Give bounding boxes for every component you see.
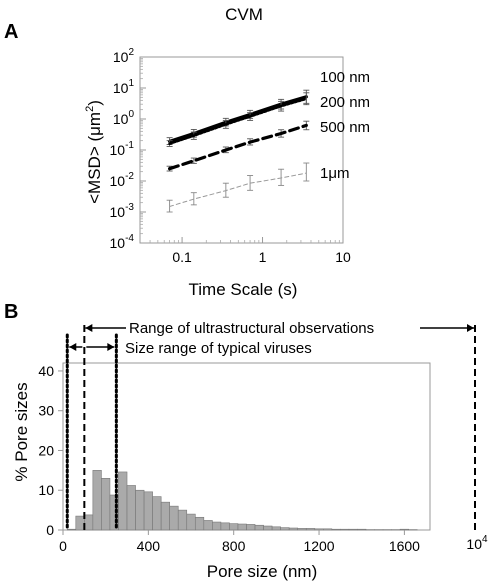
histogram-bar [229, 523, 239, 531]
histogram-bars [66, 470, 418, 531]
observation-range-label: Range of ultrastructural observations [129, 320, 374, 337]
msd-y-axis-label: <MSD> (μm2) [84, 100, 104, 204]
histogram-bar [331, 528, 341, 531]
series-line [169, 172, 307, 207]
histogram-bar [237, 523, 247, 531]
y-tick-label: 101 [113, 78, 135, 96]
x-tick-label: 1600 [389, 538, 420, 554]
msd-plot-frame [139, 56, 344, 244]
histogram-bar [212, 521, 222, 531]
histogram-bar [92, 470, 102, 531]
histogram-y-axis-label: % Pore sizes [12, 382, 31, 481]
histogram-bar [280, 527, 290, 531]
y-tick-label: 10 [38, 482, 54, 498]
observation-arrow-head-left [85, 324, 93, 332]
histogram-bar [152, 496, 162, 531]
histogram-bar [246, 524, 256, 531]
panel-b-pore-histogram: B 0 10 20 30 40 0 400 800 1200 1600 104 Range of … [4, 301, 488, 581]
histogram-bar [118, 471, 128, 531]
msd-x-ticks: 0.1 1 10 [149, 237, 351, 265]
panel-b-letter: B [4, 301, 18, 323]
x-tick-label: 800 [222, 538, 246, 554]
x-tick-label: 0 [59, 538, 67, 554]
y-tick-label: 100 [113, 109, 135, 127]
msd-y-ticks: 102 101 100 10-1 10-2 10-3 10-4 [110, 47, 146, 251]
msd-x-axis-label: Time Scale (s) [189, 280, 298, 299]
x-break-tick-label: 104 [466, 534, 488, 552]
histogram-bar [305, 528, 316, 531]
y-tick-label: 10-4 [110, 233, 135, 251]
histogram-bar [203, 520, 213, 531]
histogram-bar [143, 491, 153, 531]
histogram-bar [348, 528, 358, 531]
histogram-bar [194, 516, 205, 531]
histogram-bar [66, 528, 77, 531]
series-4: 1μm [166, 162, 349, 213]
histogram-y-ticks: 0 10 20 30 40 [38, 363, 63, 538]
histogram-bar [399, 528, 409, 531]
virus-range-label: Size range of typical viruses [125, 340, 312, 357]
histogram-bar [297, 528, 307, 531]
histogram-bar [288, 527, 299, 531]
series-line [168, 95, 308, 143]
series-line [168, 123, 308, 171]
size-range-annotations: Range of ultrastructural observations Siz… [65, 320, 476, 532]
series-label: 1μm [320, 165, 349, 182]
series-2: 200 nm [166, 92, 370, 147]
x-tick-label: 1 [259, 249, 267, 265]
histogram-x-axis-label: Pore size (nm) [207, 562, 318, 581]
x-tick-label: 10 [335, 249, 351, 265]
series-label: 200 nm [320, 94, 370, 111]
histogram-bar [323, 528, 333, 531]
y-tick-label: 10-1 [110, 140, 135, 158]
histogram-bar [340, 528, 350, 531]
histogram-bar [126, 485, 136, 531]
series-label: 100 nm [320, 69, 370, 86]
histogram-bar [177, 509, 188, 531]
virus-arrow-head-right [107, 343, 115, 351]
histogram-bar [101, 478, 111, 531]
series-3: 500 nm [166, 119, 370, 172]
histogram-bar [84, 514, 94, 531]
y-tick-label: 40 [38, 363, 54, 379]
panel-a-msd-chart: A CVM 102 101 100 10-1 10-2 10-3 10-4 0.1 1 10 1… [4, 5, 370, 299]
histogram-bar [314, 528, 324, 531]
x-tick-label: 400 [137, 538, 161, 554]
y-tick-label: 102 [113, 47, 135, 65]
series-line [168, 97, 308, 145]
histogram-bar [220, 522, 230, 531]
histogram-x-ticks: 0 400 800 1200 1600 104 [59, 530, 488, 554]
histogram-bar [160, 501, 170, 531]
chart-title: CVM [225, 5, 263, 24]
histogram-bar [75, 515, 85, 531]
observation-arrow-head-right [467, 324, 474, 332]
series-label: 500 nm [320, 119, 370, 136]
virus-arrow-head-left [69, 343, 77, 351]
y-tick-label: 0 [46, 522, 54, 538]
histogram-bar [271, 526, 281, 531]
y-tick-label: 20 [38, 442, 54, 458]
histogram-bar [357, 528, 367, 531]
y-tick-label: 10-3 [110, 202, 135, 220]
histogram-bar [135, 489, 145, 531]
histogram-bar [263, 525, 273, 531]
x-tick-label: 0.1 [172, 249, 192, 265]
y-tick-label: 10-2 [110, 171, 135, 189]
histogram-bar [169, 505, 179, 531]
msd-series: 100 nm 200 nm 500 nm 1μm [166, 69, 370, 213]
histogram-bar [186, 513, 196, 531]
x-tick-label: 1200 [303, 538, 334, 554]
histogram-bar [254, 524, 264, 531]
y-tick-label: 30 [38, 403, 54, 419]
panel-a-letter: A [4, 21, 18, 43]
